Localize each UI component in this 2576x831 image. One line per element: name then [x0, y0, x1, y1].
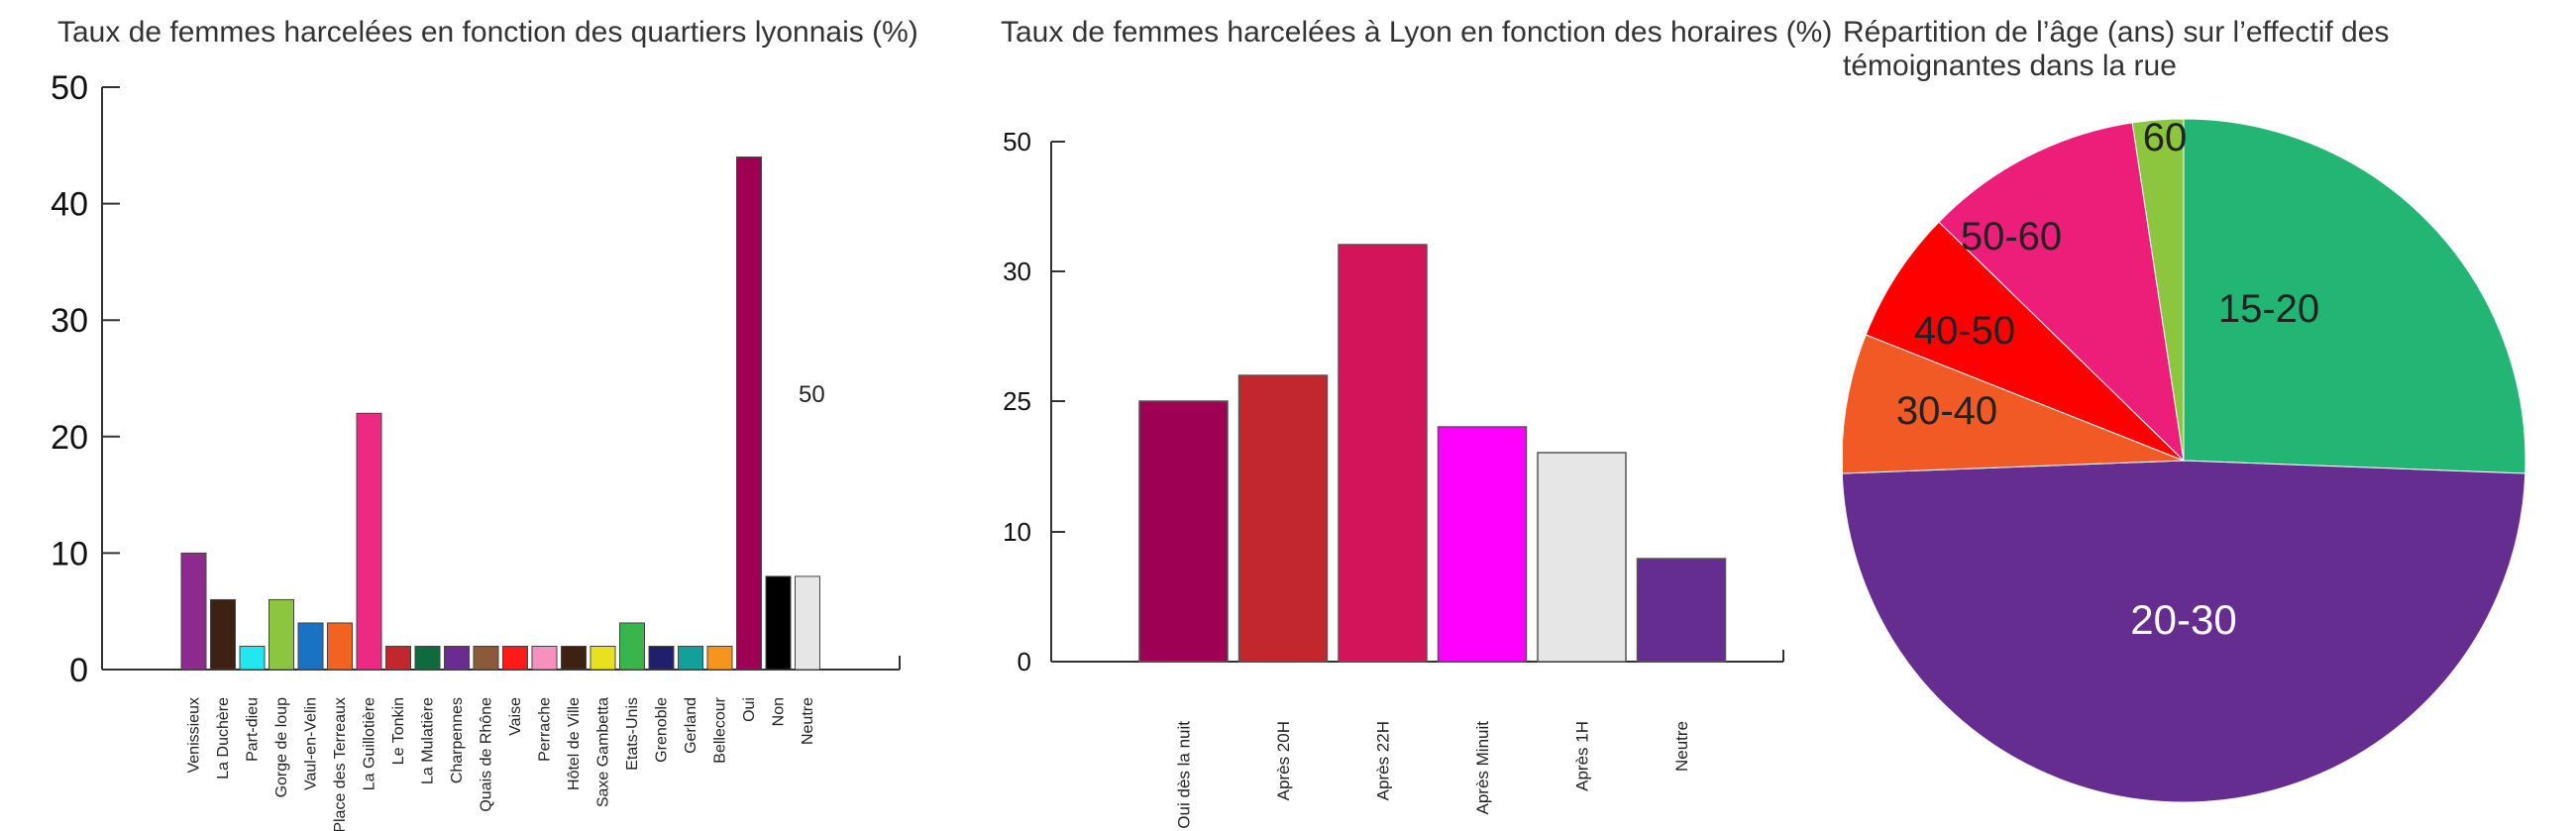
- y-tick-label: 20: [51, 419, 88, 457]
- age-chart-panel: Répartition de l’âge (ans) sur l’effecti…: [1843, 0, 2576, 831]
- x-tick-label: Après Minuit: [1473, 721, 1492, 815]
- x-tick-label: La Duchère: [215, 697, 232, 779]
- pie-slice: [1938, 122, 2185, 463]
- y-tick-label: 10: [51, 535, 88, 572]
- pie-slice: [2131, 118, 2185, 462]
- bar: [356, 412, 382, 671]
- x-tick-label: La Mulatière: [420, 697, 437, 784]
- bar: [297, 622, 324, 671]
- pie-slice: [1843, 460, 2526, 803]
- x-tick-label: La Guillotière: [362, 697, 378, 790]
- age-chart-title: Répartition de l’âge (ans) sur l’effecti…: [1843, 16, 2390, 82]
- bar: [1537, 452, 1627, 663]
- bar: [414, 645, 441, 671]
- x-tick-label: Oui: [741, 697, 758, 722]
- bar: [590, 645, 616, 671]
- bar: [765, 575, 792, 671]
- y-tick-label: 0: [1018, 647, 1031, 676]
- x-tick-label: Bellecour: [712, 696, 729, 763]
- x-tick-label: Perrache: [537, 697, 554, 762]
- bar: [561, 645, 587, 671]
- x-tick-label: Saxe Gambetta: [595, 697, 612, 807]
- bar: [502, 645, 528, 671]
- x-tick-label: Après 20H: [1274, 721, 1293, 800]
- bar: [473, 645, 499, 671]
- bar: [531, 645, 558, 671]
- x-tick-label: Place des Terreaux: [332, 697, 349, 831]
- bar: [706, 645, 733, 671]
- x-tick-label: Quais de Rhône: [479, 697, 495, 812]
- x-tick-label: Hôtel de Ville: [566, 697, 583, 790]
- y-tick-label: 40: [51, 186, 88, 224]
- x-tick-label: Après 22H: [1374, 721, 1393, 800]
- slice-label: 50-60: [1961, 215, 2062, 259]
- y-tick-label: 10: [1003, 517, 1031, 547]
- slice-label: 20-30: [2130, 596, 2236, 643]
- bar: [1437, 426, 1528, 663]
- bar: [619, 622, 645, 671]
- x-tick-label: Part-dieu: [245, 697, 262, 762]
- hours-chart-panel: Taux de femmes harcelées à Lyon en fonct…: [951, 0, 1843, 831]
- y-tick-label: 30: [1003, 257, 1031, 286]
- x-tick-label: Neutre: [1672, 721, 1691, 772]
- bar: [1636, 558, 1727, 663]
- bar: [385, 645, 411, 671]
- bar: [1138, 400, 1229, 663]
- age-pie-chart: 15-20 20-30 30-40 40-50 50-60 60: [1843, 116, 2526, 803]
- x-tick-label: Gerland: [683, 697, 699, 754]
- district-bar-chart: 0 10 20 30 40 50 Venissieux La Duchère Part-dieu…: [51, 69, 901, 831]
- bar: [678, 645, 703, 671]
- y-tick-label: 0: [69, 652, 88, 689]
- bar: [1237, 374, 1329, 663]
- x-tick-label: Le Tonkin: [390, 697, 407, 765]
- bar: [736, 156, 762, 671]
- bar: [795, 575, 820, 671]
- bar: [444, 645, 470, 671]
- pie-slice: [1865, 221, 2185, 462]
- x-tick-label: Vaul-en-Velin: [303, 697, 320, 790]
- bar: [180, 552, 207, 671]
- bar: [239, 645, 266, 671]
- slice-label: 60: [2143, 116, 2188, 159]
- x-tick-label: Grenoble: [654, 697, 671, 763]
- y-tick-label: 50: [51, 69, 88, 107]
- x-tick-label: Etats-Unis: [624, 697, 641, 771]
- district-chart-panel: Taux de femmes harcelées en fonction des…: [0, 0, 951, 831]
- x-tick-label: Charpennes: [449, 697, 466, 783]
- bar: [210, 598, 236, 671]
- x-tick-label: Venissieux: [186, 697, 203, 774]
- y-tick-label: 50: [1003, 127, 1031, 156]
- slice-label: 15-20: [2218, 287, 2319, 331]
- bar: [268, 598, 294, 671]
- hours-chart-title: Taux de femmes harcelées à Lyon en fonct…: [1001, 16, 1833, 49]
- y-tick-label: 25: [1003, 386, 1031, 416]
- x-tick-label: Après 1H: [1573, 721, 1592, 791]
- bar: [327, 622, 353, 671]
- slice-label: 30-40: [1896, 389, 1997, 433]
- x-tick-label: Neutre: [800, 697, 816, 745]
- bar: [648, 645, 675, 671]
- pie-slice: [1843, 334, 2185, 474]
- hours-bar-chart: 0 10 25 30 50 Oui dès la nuit Après 20H Après 2…: [1003, 127, 1784, 829]
- slice-label: 40-50: [1914, 309, 2015, 353]
- district-chart-title: Taux de femmes harcelées en fonction des…: [57, 16, 918, 49]
- pie-slice: [2183, 118, 2526, 474]
- x-tick-label: Vaise: [507, 697, 524, 736]
- y-tick-label: 30: [51, 302, 88, 340]
- annotation-label: 50: [799, 381, 825, 408]
- x-tick-label: Gorge de loup: [273, 697, 290, 798]
- x-tick-label: Oui dès la nuit: [1175, 721, 1194, 829]
- x-tick-label: Non: [771, 697, 788, 726]
- bar: [1338, 244, 1428, 663]
